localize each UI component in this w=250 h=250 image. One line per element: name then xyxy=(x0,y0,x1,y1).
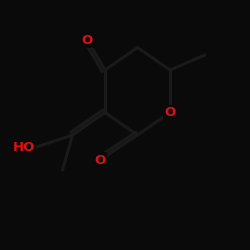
Text: O: O xyxy=(94,154,106,166)
Text: HO: HO xyxy=(12,141,35,154)
Text: O: O xyxy=(82,34,93,46)
Text: O: O xyxy=(164,106,175,119)
